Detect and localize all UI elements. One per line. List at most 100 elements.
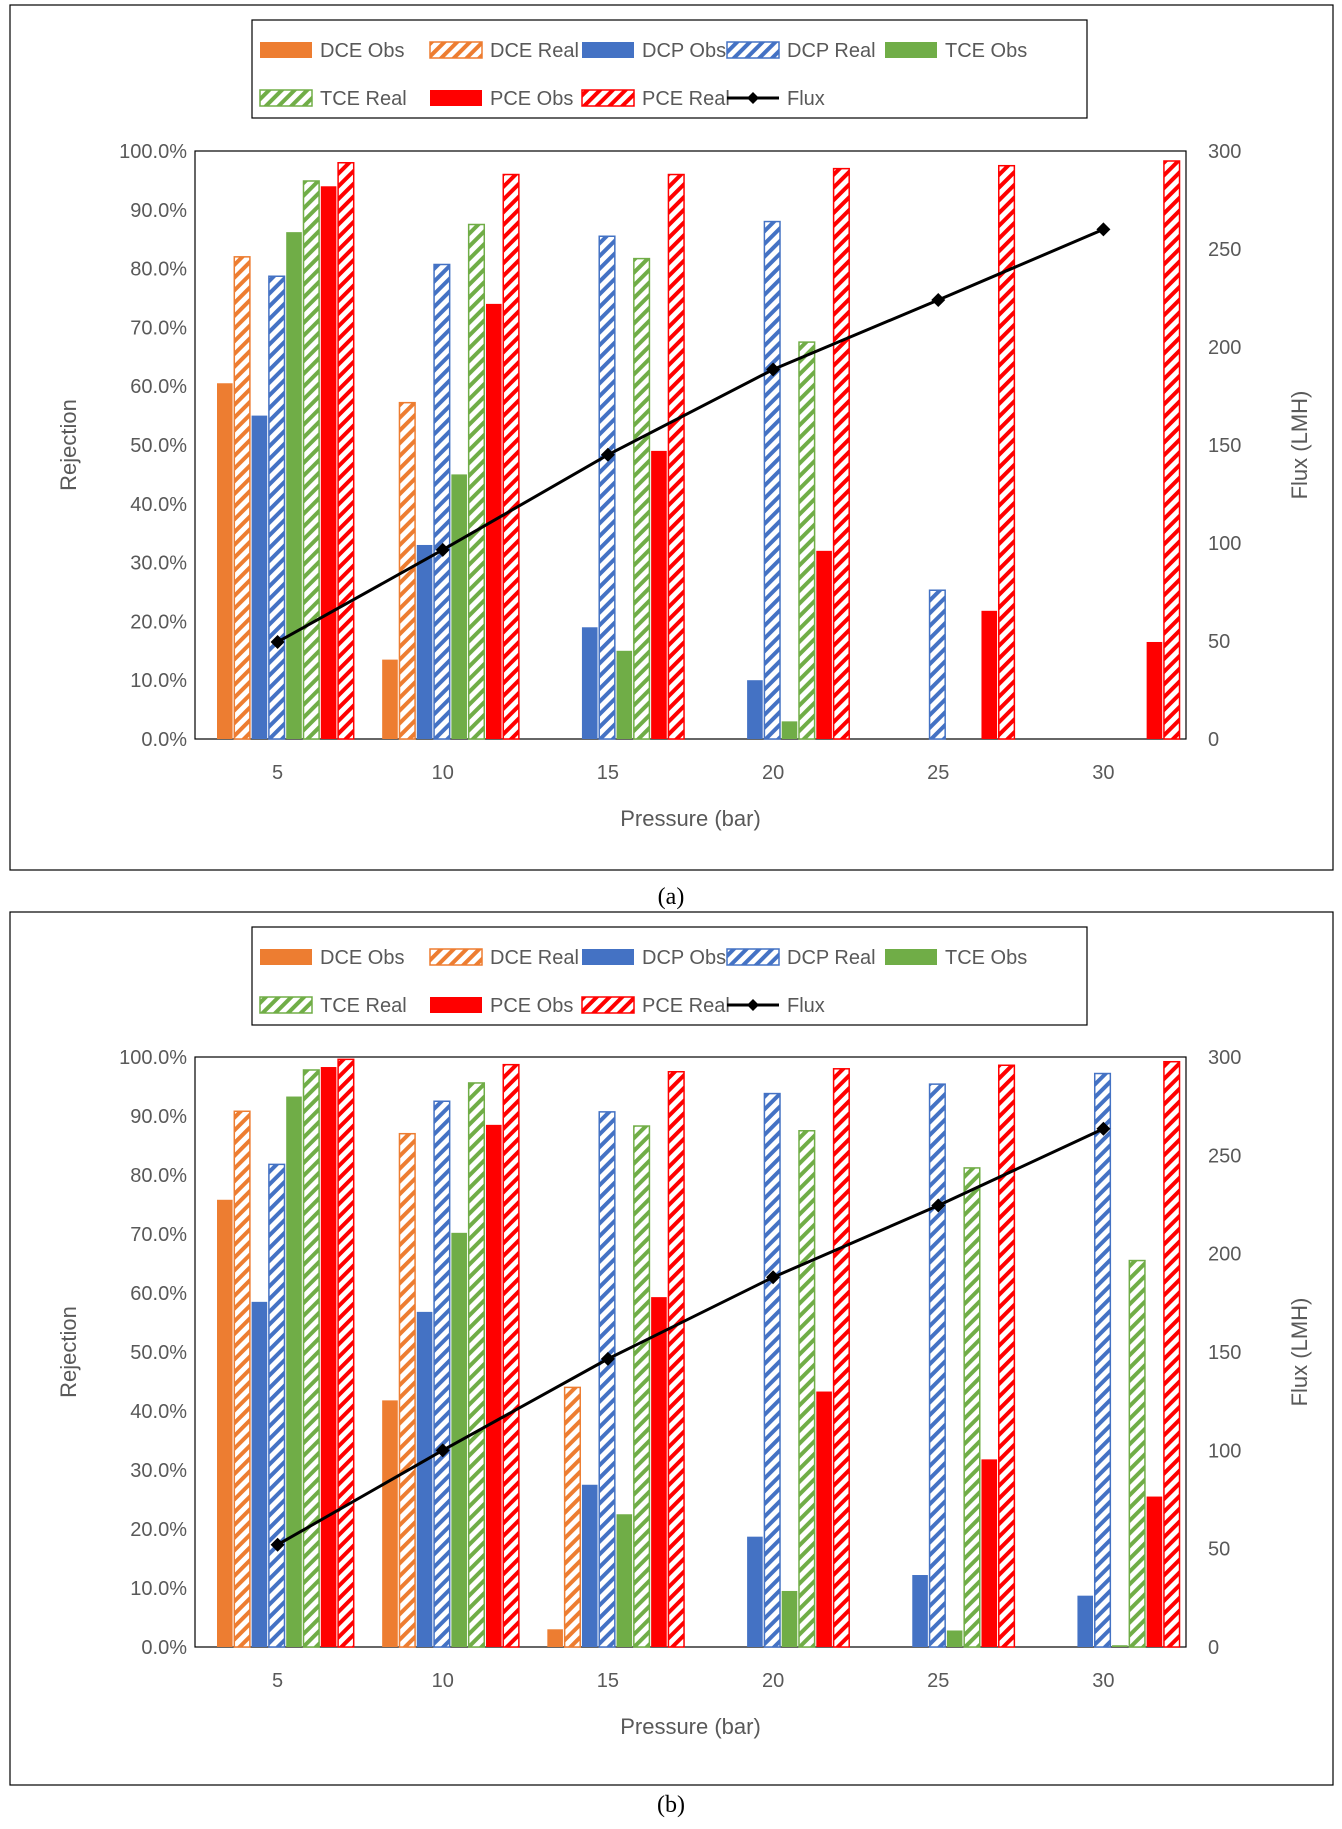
y-tick-label: 100.0% xyxy=(119,141,187,163)
legend-label: TCE Obs xyxy=(945,40,1027,62)
legend-label: TCE Real xyxy=(320,88,407,110)
y-tick-label: 60.0% xyxy=(130,376,187,398)
plot-area xyxy=(194,150,1187,740)
y2-axis-title: Flux (LMH) xyxy=(1287,391,1312,500)
y-tick-label: 0.0% xyxy=(141,1637,187,1659)
plot-area xyxy=(194,1056,1187,1648)
y-tick-label: 40.0% xyxy=(130,1401,187,1423)
bar-tce-obs-10 xyxy=(451,474,467,739)
legend-label: DCE Obs xyxy=(320,40,404,62)
bar-pce-real-25 xyxy=(998,164,1016,740)
bar-dcp-obs-15 xyxy=(581,1484,598,1647)
y2-tick-label: 250 xyxy=(1208,239,1241,261)
bar-dcp-real-15 xyxy=(598,1111,616,1648)
bar-dcp-real-5 xyxy=(268,275,286,740)
y-tick-label: 80.0% xyxy=(130,259,187,281)
legend-label: DCP Obs xyxy=(642,947,726,969)
y2-tick-label: 0 xyxy=(1208,729,1219,751)
legend-swatch-pce-real xyxy=(581,996,635,1014)
legend-swatch-dce-obs xyxy=(260,42,312,58)
bar-dcp-obs-15 xyxy=(581,627,598,739)
y-tick-label: 30.0% xyxy=(130,1460,187,1482)
y2-tick-label: 50 xyxy=(1208,1539,1230,1561)
legend-label: DCP Real xyxy=(787,947,876,969)
y-tick-label: 0.0% xyxy=(141,729,187,751)
bar-dce-obs-15 xyxy=(547,1629,563,1647)
bar-pce-real-10 xyxy=(502,1063,520,1648)
bar-pce-obs-15 xyxy=(651,450,667,739)
legend-item-pce-real: PCE Real xyxy=(581,995,730,1017)
y-tick-label: 80.0% xyxy=(130,1165,187,1187)
legend-label: PCE Real xyxy=(642,88,730,110)
y2-tick-label: 300 xyxy=(1208,141,1241,163)
x-tick-label: 20 xyxy=(762,1670,784,1692)
bar-tce-real-20 xyxy=(798,1130,816,1648)
bar-pce-obs-30 xyxy=(1146,641,1163,739)
y-tick-label: 40.0% xyxy=(130,494,187,516)
legend-label: PCE Real xyxy=(642,995,730,1017)
flux-line xyxy=(276,1127,1105,1547)
bar-pce-real-30 xyxy=(1163,160,1181,740)
legend-label: DCP Obs xyxy=(642,40,726,62)
y2-tick-label: 200 xyxy=(1208,1244,1241,1266)
flux-point-5 xyxy=(270,1537,285,1552)
bar-pce-obs-25 xyxy=(981,1459,998,1647)
bar-pce-real-15 xyxy=(667,1071,685,1648)
y-tick-label: 20.0% xyxy=(130,1519,187,1541)
x-tick-label: 15 xyxy=(597,1670,619,1692)
svg-text:(b): (b) xyxy=(657,1792,685,1818)
bar-dcp-real-15 xyxy=(598,235,616,740)
legend-swatch-tce-obs xyxy=(885,949,937,965)
y2-tick-label: 100 xyxy=(1208,1440,1241,1462)
bar-dce-obs-5 xyxy=(217,383,233,739)
flux-point-5 xyxy=(270,634,285,649)
legend-swatch-pce-obs xyxy=(430,90,482,106)
bar-pce-real-20 xyxy=(832,167,850,740)
bar-dcp-real-20 xyxy=(763,1092,781,1648)
flux-point-25 xyxy=(931,292,946,307)
y-tick-label: 90.0% xyxy=(130,1106,187,1128)
bar-dce-real-10 xyxy=(398,1132,416,1648)
legend-item-flux: Flux xyxy=(727,995,825,1017)
bar-tce-obs-5 xyxy=(286,1096,302,1647)
legend-item-tce-real: TCE Real xyxy=(259,995,407,1017)
bar-dce-obs-5 xyxy=(217,1199,233,1647)
bar-dcp-obs-10 xyxy=(416,544,433,739)
y-tick-label: 10.0% xyxy=(130,670,187,692)
flux-line xyxy=(276,228,1105,644)
legend-marker-flux xyxy=(747,92,759,104)
y2-tick-label: 200 xyxy=(1208,337,1241,359)
x-tick-label: 30 xyxy=(1092,762,1114,784)
y2-tick-label: 0 xyxy=(1208,1637,1219,1659)
legend-swatch-dcp-real xyxy=(726,41,780,59)
bar-tce-obs-25 xyxy=(946,1630,963,1647)
legend-item-dce-obs: DCE Obs xyxy=(260,947,404,969)
y2-axis-title: Flux (LMH) xyxy=(1287,1298,1312,1407)
bar-dce-obs-10 xyxy=(382,1400,398,1647)
flux-point-20 xyxy=(766,362,781,377)
x-tick-label: 25 xyxy=(927,762,949,784)
bar-pce-obs-15 xyxy=(651,1297,667,1647)
legend-swatch-pce-obs xyxy=(430,997,482,1013)
y-axis-title: Rejection xyxy=(56,1306,81,1398)
legend-label: DCE Real xyxy=(490,40,579,62)
y2-tick-label: 150 xyxy=(1208,1342,1241,1364)
bar-dcp-real-25 xyxy=(928,1083,946,1648)
bar-tce-obs-30 xyxy=(1112,1645,1128,1647)
bar-pce-real-25 xyxy=(998,1064,1016,1648)
bar-dcp-real-10 xyxy=(433,1100,451,1648)
legend-marker-flux xyxy=(747,999,759,1011)
bar-tce-real-10 xyxy=(467,1082,486,1648)
bar-dcp-obs-20 xyxy=(747,680,763,739)
chart-panel-b: 0.0% 10.0% 20.0% 30.0% 40.0% 50.0% 60.0% 70.0% 8… xyxy=(9,911,1334,1786)
bar-pce-obs-10 xyxy=(485,1124,502,1647)
bar-dce-obs-10 xyxy=(382,659,398,739)
bar-tce-obs-20 xyxy=(781,1590,798,1647)
legend-swatch-dcp-obs xyxy=(582,949,634,965)
y2-tick-label: 150 xyxy=(1208,435,1241,457)
flux-point-25 xyxy=(931,1198,946,1213)
y-tick-label: 50.0% xyxy=(130,1342,187,1364)
legend-label: Flux xyxy=(787,88,825,110)
bar-tce-real-5 xyxy=(302,1069,320,1648)
